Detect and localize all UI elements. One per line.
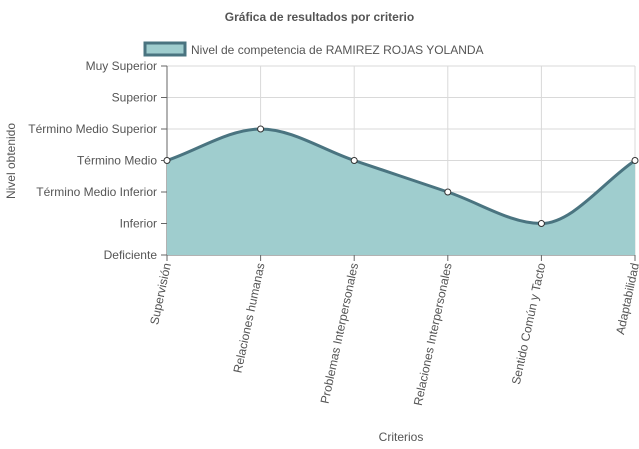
x-axis: Supervisión Relaciones humanas Problemas I… xyxy=(147,255,639,407)
x-tick-label: Supervisión xyxy=(147,262,174,326)
chart-title: Gráfica de resultados por criterio xyxy=(225,10,414,24)
y-axis: Deficiente Inferior Término Medio Inferior… xyxy=(28,59,167,262)
x-tick-label: Sentido Común y Tacto xyxy=(509,261,549,385)
series-line xyxy=(166,127,636,225)
y-tick-label: Inferior xyxy=(120,217,157,231)
data-point[interactable] xyxy=(257,125,265,133)
x-tick-label: Relaciones humanas xyxy=(231,262,268,375)
legend-swatch[interactable] xyxy=(143,41,187,57)
x-axis-title: Criterios xyxy=(379,430,424,444)
legend-label[interactable]: Nivel de competencia de RAMIREZ ROJAS YO… xyxy=(191,43,484,57)
x-tick-label: Relaciones Interpersonales xyxy=(411,262,455,407)
series-area-fill xyxy=(167,129,635,255)
y-tick-label: Superior xyxy=(112,91,157,105)
data-point[interactable] xyxy=(444,188,452,196)
legend[interactable]: Nivel de competencia de RAMIREZ ROJAS YO… xyxy=(143,41,484,57)
y-tick-label: Deficiente xyxy=(104,248,158,262)
data-point[interactable] xyxy=(163,157,171,164)
data-points xyxy=(163,125,639,227)
x-tick-label: Problemas Interpersonales xyxy=(318,262,362,405)
data-point[interactable] xyxy=(350,157,358,164)
series-area xyxy=(166,127,636,255)
y-tick-label: Muy Superior xyxy=(86,59,157,73)
y-tick-label: Término Medio xyxy=(77,154,157,168)
x-tick-label: Adaptabilidad xyxy=(613,262,639,336)
data-point[interactable] xyxy=(537,220,545,227)
y-tick-label: Término Medio Inferior xyxy=(36,185,157,199)
y-axis-title: Nivel obtenido xyxy=(4,123,18,199)
y-tick-label: Término Medio Superior xyxy=(28,122,157,136)
data-point[interactable] xyxy=(631,157,639,164)
